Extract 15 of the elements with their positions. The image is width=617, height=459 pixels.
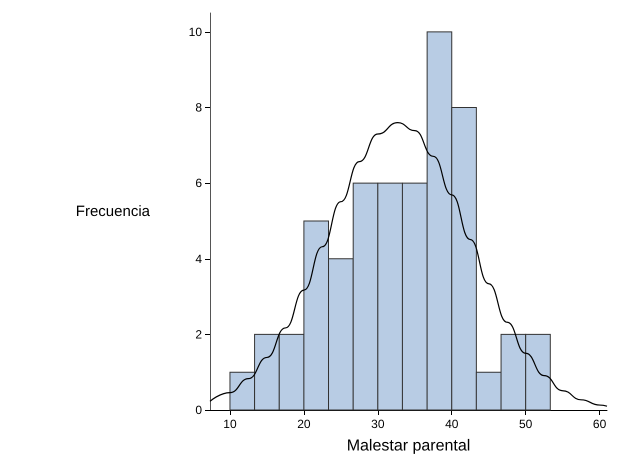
x-tick-label: 60 — [592, 417, 607, 431]
y-tick-label: 8 — [195, 100, 202, 115]
y-tick-label: 2 — [195, 327, 202, 342]
y-tick-label: 0 — [195, 403, 202, 417]
x-tick-label: 40 — [445, 417, 459, 431]
y-tick-label: 4 — [195, 252, 202, 266]
y-tick-label: 6 — [195, 176, 202, 190]
line-series — [209, 122, 608, 407]
x-tick-label: 10 — [223, 417, 237, 431]
x-tick-label: 20 — [297, 417, 311, 431]
x-axis-title: Malestar parental — [346, 438, 470, 454]
x-tick-label: 30 — [371, 417, 385, 431]
y-axis-title: Frecuencia — [76, 203, 151, 220]
x-tick-label: 50 — [519, 417, 533, 431]
y-tick-label: 10 — [188, 24, 202, 39]
